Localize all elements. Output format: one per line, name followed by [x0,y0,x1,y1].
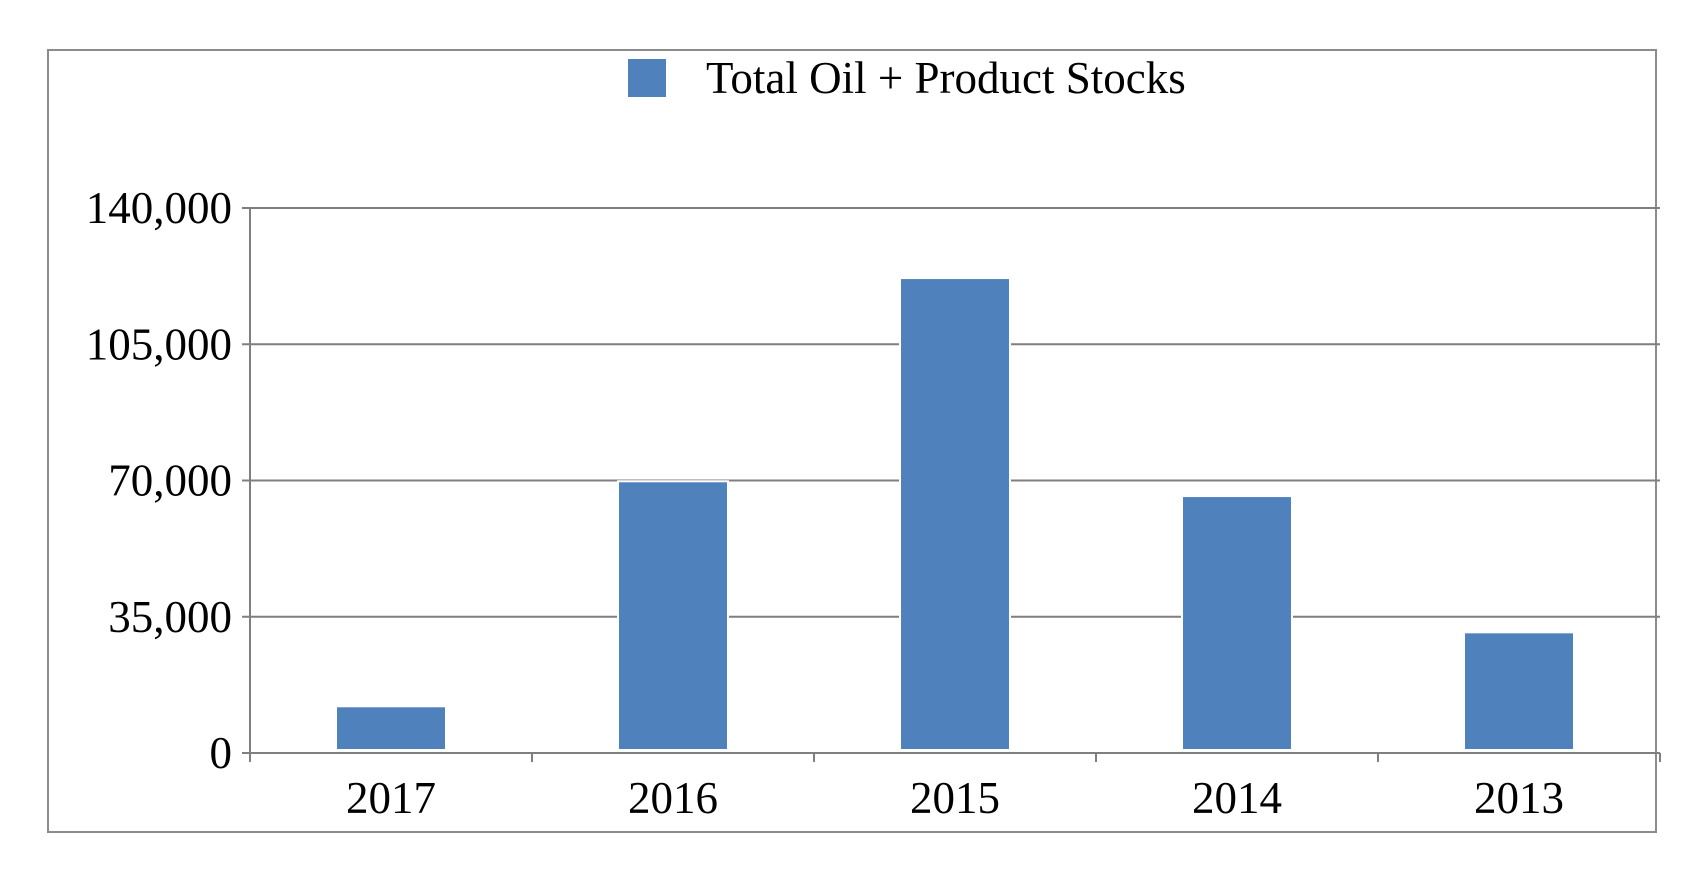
x-tick-label: 2014 [1192,773,1282,823]
y-tick-label: 140,000 [86,183,232,233]
x-tick-labels: 2017 2016 2015 2014 2013 [346,773,1564,823]
bar-2014 [1181,495,1293,752]
legend-label: Total Oil + Product Stocks [706,53,1186,103]
chart-frame [47,49,1657,833]
bar-2016 [617,480,729,751]
y-tick-labels: 0 35,000 70,000 105,000 140,000 [86,183,232,778]
axes [242,207,1661,762]
legend: Total Oil + Product Stocks [628,53,1186,103]
bar-2015 [899,277,1011,751]
bar-2017 [335,705,447,751]
bars [335,277,1575,752]
y-tick-label: 0 [210,728,233,778]
y-tick-label: 35,000 [108,592,232,642]
x-tick-label: 2013 [1474,773,1564,823]
x-tick-label: 2017 [346,773,436,823]
y-tick-label: 105,000 [86,319,232,369]
x-tick-label: 2015 [910,773,1000,823]
bar-2013 [1463,631,1575,751]
x-tick-label: 2016 [628,773,718,823]
legend-swatch [628,59,666,97]
y-tick-label: 70,000 [108,456,232,506]
